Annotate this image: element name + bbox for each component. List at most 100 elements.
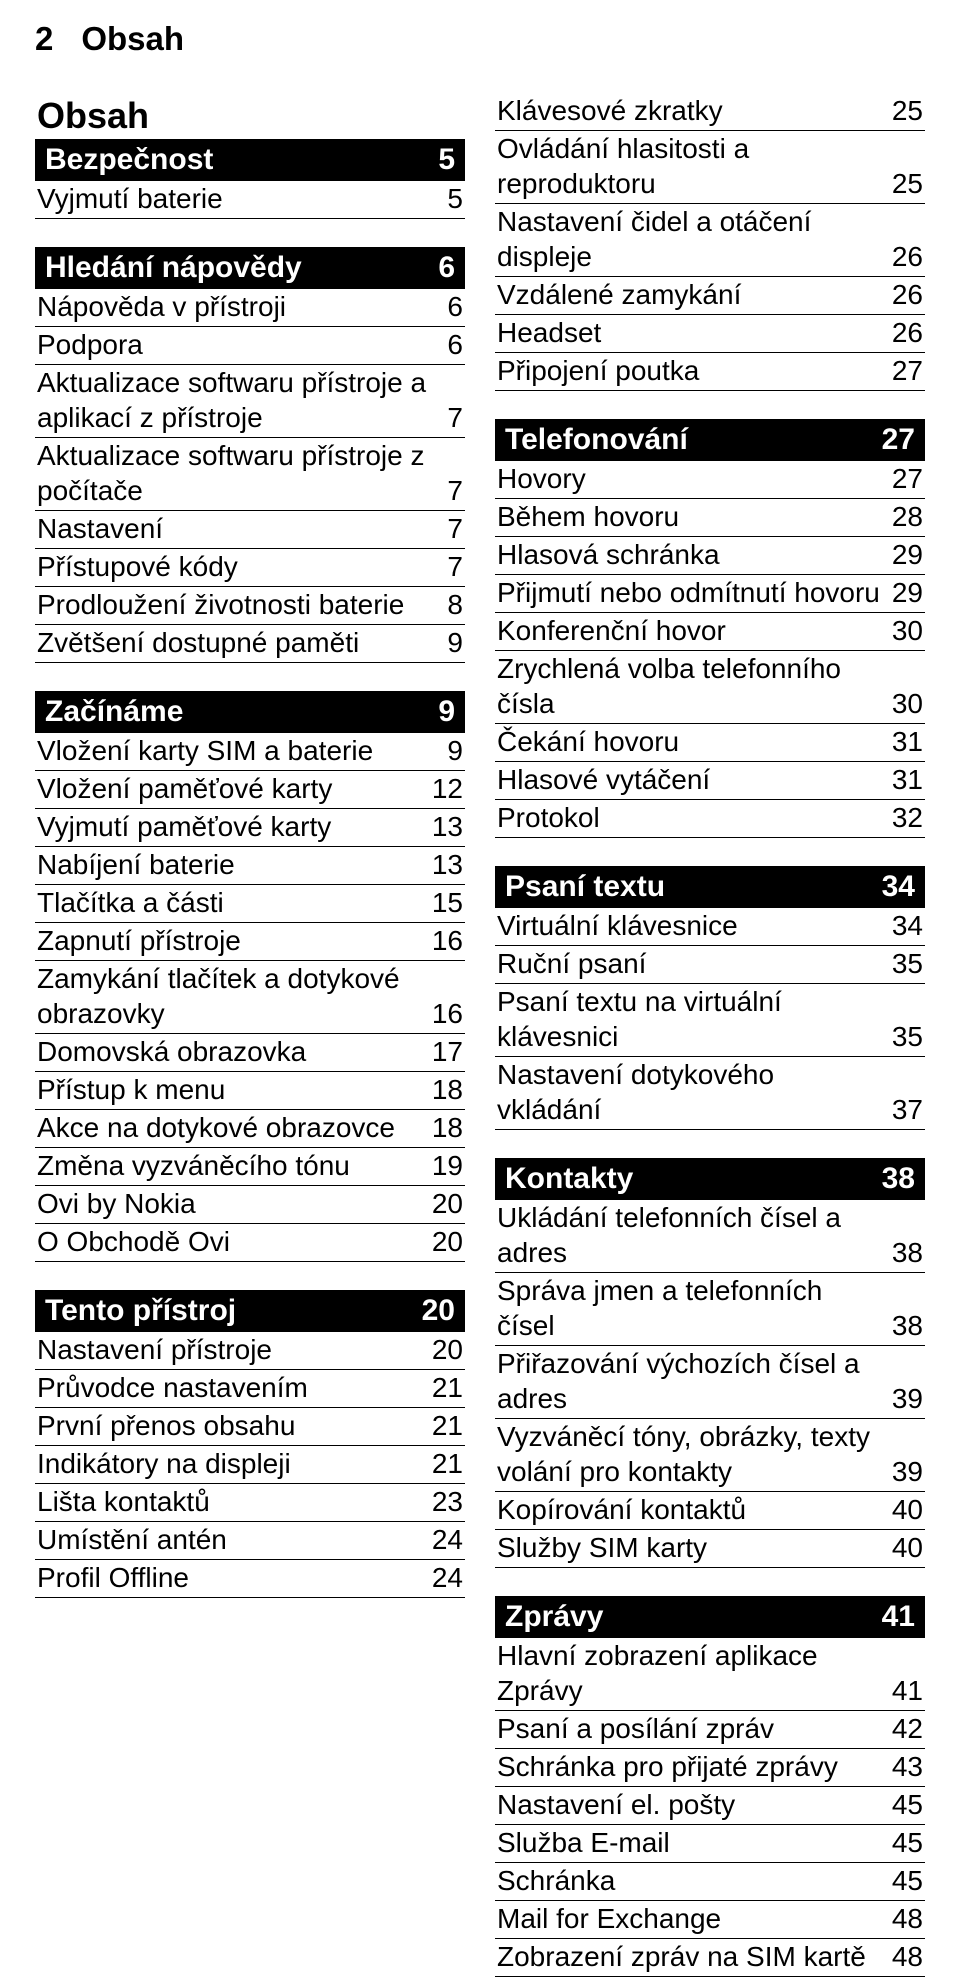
toc-item-label: Ruční psaní xyxy=(497,946,892,981)
toc-item: Vložení karty SIM a baterie9 xyxy=(35,733,465,771)
toc-item: Aktualizace softwaru přístroje z počítač… xyxy=(35,438,465,511)
toc-section-header: Bezpečnost5 xyxy=(35,139,465,181)
toc-item: Akce na dotykové obrazovce18 xyxy=(35,1110,465,1148)
toc-item: Tlačítka a části15 xyxy=(35,885,465,923)
toc-item-page: 9 xyxy=(447,733,463,768)
toc-item-label: Podpora xyxy=(37,327,447,362)
toc-item-label: Virtuální klávesnice xyxy=(497,908,892,943)
toc-item-label: Nastavení xyxy=(37,511,447,546)
toc-item: Ovi by Nokia20 xyxy=(35,1186,465,1224)
toc-item-label: Prodloužení životnosti baterie xyxy=(37,587,447,622)
toc-item: Nastavení el. pošty45 xyxy=(495,1787,925,1825)
toc-item: Nápověda v přístroji6 xyxy=(35,289,465,327)
toc-item-page: 24 xyxy=(432,1522,463,1557)
toc-item: Klávesové zkratky25 xyxy=(495,93,925,131)
header-title: Obsah xyxy=(81,20,184,58)
toc-item-label: Mail for Exchange xyxy=(497,1901,892,1936)
toc-item-page: 48 xyxy=(892,1939,923,1974)
toc-item-label: Psaní textu na virtuální klávesnici xyxy=(497,984,892,1054)
left-column: ObsahBezpečnost5Vyjmutí baterie 5 Hledání … xyxy=(35,93,465,1977)
toc-item-label: Průvodce nastavením xyxy=(37,1370,432,1405)
toc-item-label: Vyjmutí baterie xyxy=(37,181,447,216)
toc-section-page: 34 xyxy=(882,870,915,904)
toc-item-label: Vložení karty SIM a baterie xyxy=(37,733,447,768)
toc-item-page: 6 xyxy=(447,327,463,362)
toc-item: Prodloužení životnosti baterie8 xyxy=(35,587,465,625)
toc-section-header: Začínáme9 xyxy=(35,691,465,733)
toc-item: Schránka45 xyxy=(495,1863,925,1901)
toc-item-page: 23 xyxy=(432,1484,463,1519)
toc-item-label: Správa jmen a telefonních čísel xyxy=(497,1273,892,1343)
right-column: Klávesové zkratky25Ovládání hlasitosti a… xyxy=(495,93,925,1977)
toc-item-label: Aktualizace softwaru přístroje z počítač… xyxy=(37,438,447,508)
toc-item: Podpora6 xyxy=(35,327,465,365)
toc-item-page: 38 xyxy=(892,1235,923,1270)
toc-item-page: 20 xyxy=(432,1224,463,1259)
toc-item: Přístupové kódy7 xyxy=(35,549,465,587)
toc-item-page: 17 xyxy=(432,1034,463,1069)
toc-item: Lišta kontaktů23 xyxy=(35,1484,465,1522)
toc-item: Ukládání telefonních čísel a adres38 xyxy=(495,1200,925,1273)
toc-item-label: Nastavení přístroje xyxy=(37,1332,432,1367)
toc-item-page: 31 xyxy=(892,762,923,797)
toc-item-label: Schránka xyxy=(497,1863,892,1898)
toc-item-label: Nabíjení baterie xyxy=(37,847,432,882)
toc-item-label: Služba E-mail xyxy=(497,1825,892,1860)
toc-item: Nastavení čidel a otáčení displeje26 xyxy=(495,204,925,277)
toc-item-label: Ovi by Nokia xyxy=(37,1186,432,1221)
toc-item-label: Vyjmutí paměťové karty xyxy=(37,809,432,844)
toc-main-title: Obsah xyxy=(35,93,465,137)
toc-item: Kopírování kontaktů40 xyxy=(495,1492,925,1530)
toc-item: Schránka pro přijaté zprávy43 xyxy=(495,1749,925,1787)
toc-item: Headset26 xyxy=(495,315,925,353)
toc-item: Přijmutí nebo odmítnutí hovoru29 xyxy=(495,575,925,613)
toc-section-title: Hledání nápovědy xyxy=(45,251,438,285)
toc-section-title: Začínáme xyxy=(45,695,438,729)
toc-item-page: 18 xyxy=(432,1072,463,1107)
toc-item-label: Klávesové zkratky xyxy=(497,93,892,128)
toc-item-page: 18 xyxy=(432,1110,463,1145)
section-gap xyxy=(35,219,465,247)
toc-item-page: 19 xyxy=(432,1148,463,1183)
toc-item-label: Nastavení dotykového vkládání xyxy=(497,1057,892,1127)
toc-item-label: Zrychlená volba telefonního čísla xyxy=(497,651,892,721)
toc-item: Čekání hovoru31 xyxy=(495,724,925,762)
toc-item: Připojení poutka27 xyxy=(495,353,925,391)
toc-item-label: Připojení poutka xyxy=(497,353,892,388)
toc-item-page: 13 xyxy=(432,847,463,882)
toc-item-label: Nastavení čidel a otáčení displeje xyxy=(497,204,892,274)
toc-item-page: 16 xyxy=(432,923,463,958)
toc-item-label: První přenos obsahu xyxy=(37,1408,432,1443)
toc-item-page: 21 xyxy=(432,1408,463,1443)
toc-item-page: 24 xyxy=(432,1560,463,1595)
toc-item-label: Ovládání hlasitosti a reproduktoru xyxy=(497,131,892,201)
toc-item-page: 7 xyxy=(447,400,463,435)
toc-item-label: Tlačítka a části xyxy=(37,885,432,920)
toc-item-page: 38 xyxy=(892,1308,923,1343)
toc-item-page: 25 xyxy=(892,166,923,201)
toc-item: Virtuální klávesnice34 xyxy=(495,908,925,946)
toc-item: Služba E-mail45 xyxy=(495,1825,925,1863)
toc-item: Mail for Exchange48 xyxy=(495,1901,925,1939)
toc-item: Vyzváněcí tóny, obrázky, texty volání pr… xyxy=(495,1419,925,1492)
toc-item-page: 25 xyxy=(892,93,923,128)
toc-item-page: 31 xyxy=(892,724,923,759)
toc-section-page: 5 xyxy=(438,143,455,177)
toc-item-page: 28 xyxy=(892,499,923,534)
toc-item: Ovládání hlasitosti a reproduktoru25 xyxy=(495,131,925,204)
toc-item: Nastavení přístroje20 xyxy=(35,1332,465,1370)
toc-section-title: Telefonování xyxy=(505,423,882,457)
toc-item-page: 20 xyxy=(432,1332,463,1367)
toc-item-page: 21 xyxy=(432,1446,463,1481)
toc-item-label: Vyzváněcí tóny, obrázky, texty volání pr… xyxy=(497,1419,892,1489)
section-gap xyxy=(495,391,925,419)
toc-section-page: 38 xyxy=(882,1162,915,1196)
toc-item-page: 20 xyxy=(432,1186,463,1221)
toc-item-page: 15 xyxy=(432,885,463,920)
toc-section-header: Psaní textu34 xyxy=(495,866,925,908)
toc-item-label: Umístění antén xyxy=(37,1522,432,1557)
toc-item: Nastavení dotykového vkládání37 xyxy=(495,1057,925,1130)
toc-item: Ruční psaní35 xyxy=(495,946,925,984)
toc-item-label: Hlasové vytáčení xyxy=(497,762,892,797)
toc-item-label: Schránka pro přijaté zprávy xyxy=(497,1749,892,1784)
